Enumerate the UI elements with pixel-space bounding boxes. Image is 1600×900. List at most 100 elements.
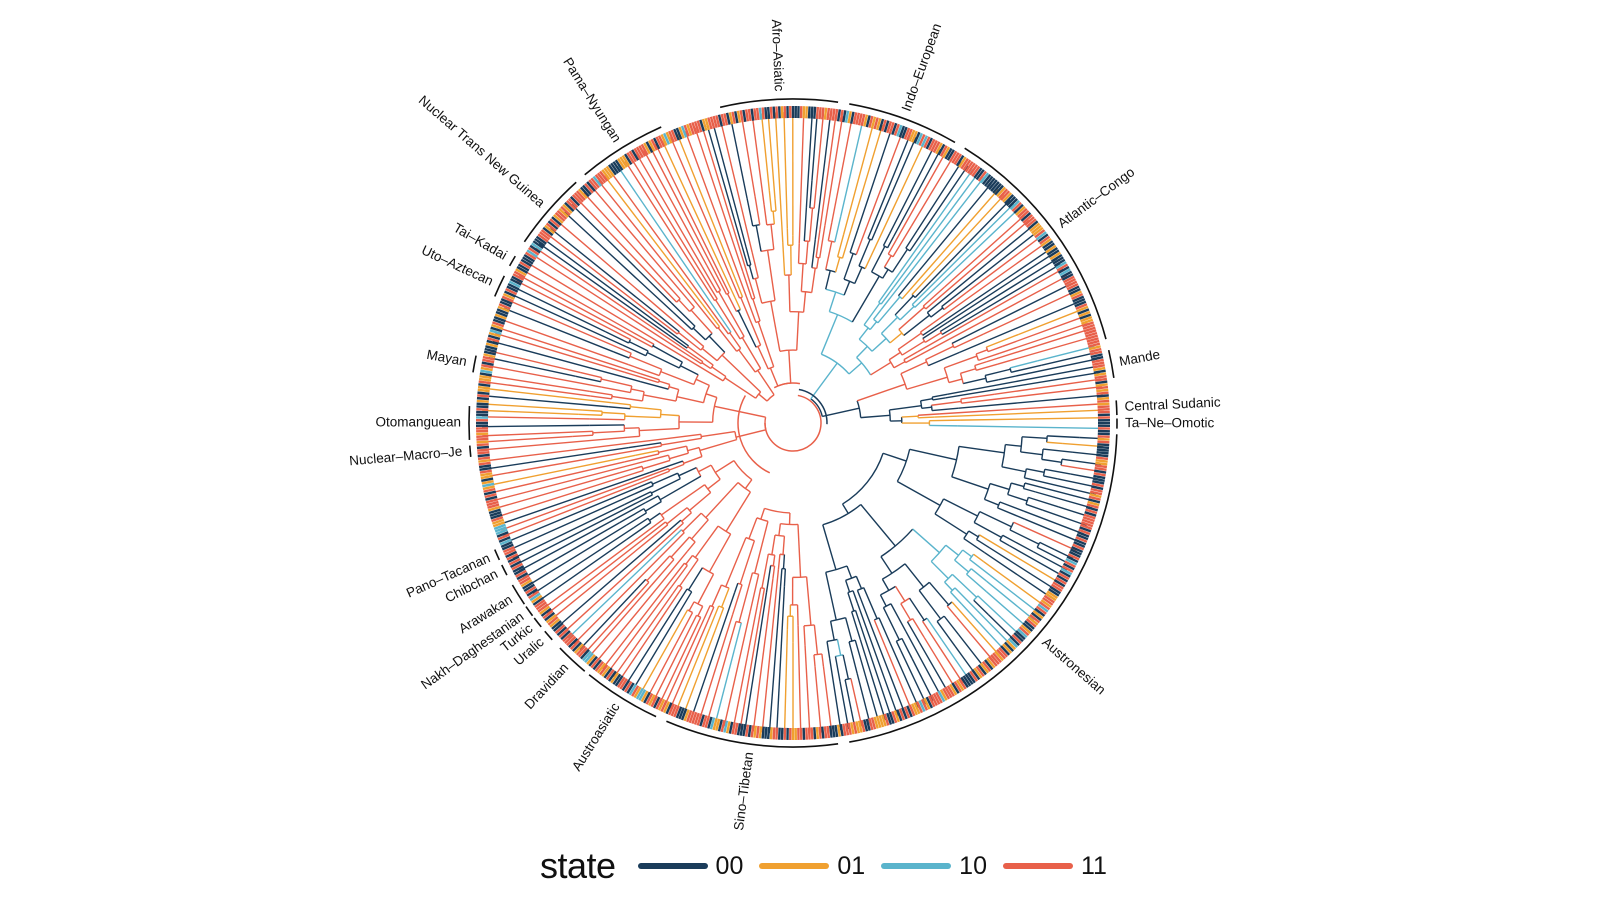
family-label-nuclear-trans-new-guinea: Nuclear Trans New Guinea [416, 92, 549, 210]
tip-branch [1032, 551, 1068, 571]
tip-state-tick [1072, 295, 1085, 303]
branch [602, 411, 625, 415]
tip-state-tick [485, 345, 498, 351]
tip-state-tick [944, 147, 953, 160]
tip-branch [492, 340, 641, 383]
internal-node-arc [792, 576, 807, 579]
tip-branch [999, 322, 1088, 354]
tip-state-tick [807, 106, 811, 119]
internal-node-arc [766, 394, 775, 402]
tip-branch [898, 168, 974, 274]
tip-state-tick [1097, 402, 1110, 406]
tip-state-tick [944, 686, 953, 699]
branch [941, 285, 969, 308]
branch [841, 503, 849, 514]
tip-branch [632, 610, 681, 691]
branch [701, 303, 721, 328]
family-arc-mande [1107, 349, 1115, 379]
tip-branch [935, 208, 1020, 288]
tip-state-tick [675, 706, 683, 719]
tip-branch [935, 194, 1005, 269]
tip-state-tick [532, 596, 544, 606]
branch [703, 605, 711, 620]
internal-node-arc [641, 391, 645, 402]
tip-state-tick [691, 121, 698, 135]
tip-state-tick [1096, 394, 1109, 398]
internal-node-arc [700, 434, 703, 439]
tip-state-tick [1025, 618, 1037, 628]
tip-state-tick [1092, 361, 1105, 366]
tip-state-tick [744, 724, 750, 737]
branch [579, 371, 602, 379]
branch [914, 280, 932, 298]
tip-branch [930, 199, 1011, 282]
branch [670, 536, 690, 558]
tip-branch [814, 113, 825, 193]
tip-state-tick [1040, 599, 1052, 609]
tip-state-tick [1086, 337, 1099, 343]
tip-state-tick [839, 109, 844, 122]
branch [652, 472, 678, 485]
internal-node-arc [900, 373, 908, 390]
branch [705, 482, 739, 519]
tip-state-tick [920, 698, 929, 711]
tip-state-tick [818, 107, 822, 120]
branch [788, 275, 791, 312]
tip-state-tick [542, 226, 554, 237]
branch [898, 306, 925, 331]
tip-state-tick [542, 609, 554, 620]
tip-state-tick [492, 521, 506, 528]
tip-branch [557, 537, 661, 628]
tip-branch [483, 395, 609, 408]
tip-state-tick [648, 140, 656, 152]
branch [977, 595, 1002, 619]
internal-node-arc [667, 384, 671, 390]
branch [619, 465, 643, 474]
branch [717, 327, 738, 352]
tip-state-tick [868, 115, 874, 129]
branch [589, 418, 625, 421]
tip-state-tick [960, 676, 969, 689]
tip-state-tick [520, 579, 533, 588]
tip-state-tick [1037, 603, 1049, 613]
tip-state-tick [747, 108, 752, 122]
tip-state-tick [588, 655, 598, 667]
tip-state-tick [813, 106, 817, 119]
tip-state-tick [769, 106, 773, 119]
tip-state-tick [696, 713, 703, 726]
tip-branch [542, 237, 664, 328]
branch [725, 537, 747, 588]
tip-state-tick [673, 128, 680, 141]
tip-state-tick [497, 305, 510, 313]
tip-state-tick [575, 645, 586, 656]
tip-branch [760, 113, 771, 191]
branch [963, 537, 985, 553]
tip-state-tick [984, 175, 994, 187]
branch [726, 293, 738, 312]
tip-branch [987, 614, 1016, 642]
tip-state-tick [484, 347, 497, 353]
tip-state-tick [723, 720, 729, 733]
internal-node-arc [676, 331, 680, 335]
tip-branch [652, 639, 685, 702]
tip-state-tick [942, 146, 951, 159]
legend-item-01: 01 [759, 852, 865, 881]
tip-state-tick [1068, 550, 1081, 559]
tip-state-tick [1070, 290, 1082, 298]
tip-branch [892, 172, 979, 288]
tip-state-tick [821, 726, 825, 739]
tip-state-tick [826, 725, 831, 739]
branch [879, 594, 887, 607]
branch [811, 239, 816, 268]
branch [1024, 482, 1047, 490]
branch [941, 318, 968, 336]
tip-branch [941, 219, 1030, 296]
branch [925, 345, 954, 361]
branch [867, 213, 879, 239]
tip-branch [961, 258, 1058, 319]
branch [1022, 436, 1048, 439]
branch [559, 430, 593, 434]
branch [626, 484, 654, 499]
tip-state-tick [628, 683, 637, 696]
internal-node-arc [939, 331, 943, 335]
